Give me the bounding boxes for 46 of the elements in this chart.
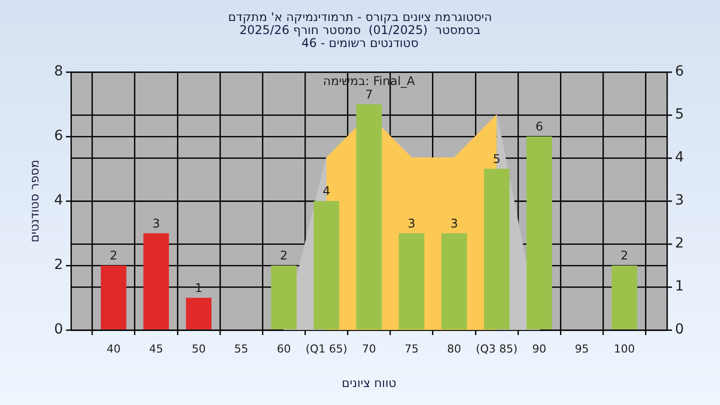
y2-tick-label: 5 [675,106,684,123]
x-tick-label: 70 [362,342,376,356]
data-label: 6 [535,120,544,134]
bar [356,104,382,330]
y2-tick-label: 6 [675,64,684,80]
x-tick-label: 100 [614,342,635,356]
x-tick-label: 80 [447,342,462,356]
data-label: 4 [322,184,330,198]
data-label: 3 [408,216,416,230]
y-tick-label: 0 [54,322,63,338]
x-tick-label: 60 [276,342,291,356]
y2-tick-label: 2 [675,236,684,252]
data-label: 3 [450,216,458,230]
data-label: 3 [152,216,160,230]
x-tick-label: (Q3 85) [476,342,518,356]
x-tick-label: 75 [404,342,419,356]
x-tick-label: 90 [532,342,546,356]
bar [143,233,169,330]
data-label: 2 [280,248,288,263]
bar [100,266,126,330]
y2-tick-label: 1 [675,278,684,295]
chart-title: היסטוגרמת ציונים בקורס - תרמודינמיקה א' מתקדם [227,10,493,24]
x-tick-label: 95 [574,342,589,356]
x-tick-label: 45 [149,342,164,356]
y-tick-label: 6 [54,128,64,144]
x-tick-label: 55 [234,342,248,356]
y2-tick-label: 0 [675,322,684,338]
bar [398,233,424,330]
y2-tick-label: 4 [675,150,684,166]
data-label: 2 [620,248,628,263]
x-axis-title: טווח ציונים [342,376,396,390]
bar [441,233,467,330]
y2-tick-label: 3 [675,192,684,209]
bar [612,266,638,330]
y-tick-label: 4 [54,192,64,209]
bar [271,266,297,330]
bar [186,298,212,330]
data-label: 2 [110,248,118,263]
chart-subtitle: בסמסטר (01/2025) סמסטר חורף 2025/26 סטודנטים רשומים - 46 [239,23,482,50]
y-axis-title: מספר סטודנטים [27,160,42,242]
y-tick-label: 2 [54,257,63,274]
x-tick-label: 40 [106,342,121,356]
data-label: 7 [365,87,373,102]
y-tick-label: 8 [54,64,63,80]
x-tick-label: 50 [192,342,206,356]
x-tick-label: (Q1 65) [306,342,348,356]
